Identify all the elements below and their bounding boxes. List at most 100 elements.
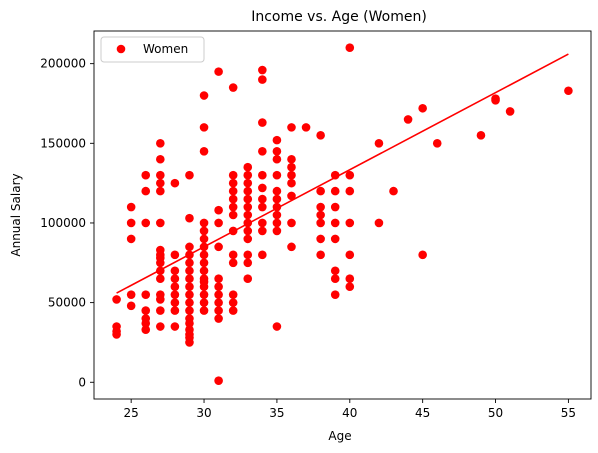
x-tick-label: 30 (196, 406, 211, 420)
data-point (345, 186, 355, 196)
data-point (228, 178, 238, 188)
legend-label: Women (143, 42, 188, 56)
data-point (389, 186, 398, 196)
data-point (228, 290, 238, 299)
data-point (272, 154, 282, 164)
data-point (330, 186, 340, 196)
data-point (287, 242, 296, 252)
data-point (199, 306, 209, 315)
data-point (330, 234, 340, 244)
data-point (126, 234, 136, 244)
data-point (170, 298, 180, 307)
data-point (330, 290, 340, 299)
data-point (214, 282, 223, 291)
y-tick-label: 50000 (48, 296, 86, 310)
data-point (214, 205, 223, 215)
data-point (199, 250, 209, 260)
data-point (185, 290, 194, 299)
data-point (228, 306, 238, 315)
data-point (214, 242, 223, 252)
x-axis: 25 30 35 40 45 50 55 (124, 399, 576, 420)
data-point (258, 202, 267, 212)
data-point (330, 274, 340, 284)
data-point (345, 43, 355, 53)
data-point (214, 376, 223, 385)
data-point (272, 170, 282, 180)
data-point (228, 258, 238, 268)
data-point (330, 202, 340, 212)
data-point (316, 218, 325, 228)
data-point (505, 107, 515, 116)
data-point (316, 234, 325, 244)
data-point (185, 258, 194, 268)
x-tick-label: 55 (561, 406, 576, 420)
x-tick-label: 45 (415, 406, 430, 420)
data-point (287, 123, 296, 132)
data-point (185, 266, 194, 276)
data-point (156, 154, 165, 164)
data-point (214, 290, 223, 299)
data-point (258, 194, 267, 204)
data-point (330, 170, 340, 180)
data-point (170, 178, 180, 188)
data-point (156, 306, 165, 315)
data-point (258, 250, 267, 260)
data-point (170, 322, 180, 331)
data-point (287, 218, 296, 228)
data-point (243, 258, 253, 268)
data-point (199, 91, 209, 100)
y-axis: 0 50000 100000 150000 200000 (40, 57, 94, 389)
data-point (214, 298, 223, 307)
data-point (170, 290, 180, 299)
data-point (258, 170, 267, 180)
data-point (199, 266, 209, 276)
plot-area (112, 43, 573, 385)
legend-marker (116, 44, 126, 54)
data-point (126, 218, 136, 228)
data-point (316, 250, 325, 260)
data-point (214, 306, 223, 315)
legend-box (100, 36, 205, 63)
data-point (170, 306, 180, 315)
data-point (185, 298, 194, 307)
data-point (287, 170, 296, 180)
data-point (199, 258, 209, 268)
data-point (214, 218, 223, 228)
data-point (170, 274, 180, 284)
data-point (272, 218, 282, 228)
y-tick-label: 100000 (40, 216, 86, 230)
data-point (156, 170, 165, 180)
data-point (272, 146, 282, 156)
data-point (316, 186, 325, 196)
data-point (199, 146, 209, 156)
data-point (403, 115, 413, 124)
data-point (199, 218, 209, 228)
data-point (185, 314, 194, 323)
data-point (418, 250, 427, 260)
y-tick-label: 0 (78, 375, 86, 389)
data-point (141, 290, 151, 299)
data-point (287, 162, 296, 172)
data-point (243, 210, 253, 220)
data-point (432, 139, 442, 148)
data-point (214, 67, 223, 76)
data-point (199, 298, 209, 307)
data-point (330, 266, 340, 276)
data-point (345, 218, 355, 228)
data-point (287, 154, 296, 164)
data-point (272, 135, 282, 145)
data-point (243, 170, 253, 180)
data-point (170, 250, 180, 260)
data-point (476, 131, 486, 140)
y-tick-label: 150000 (40, 136, 86, 150)
data-point (228, 170, 238, 180)
data-point (258, 183, 267, 193)
data-point (243, 234, 253, 244)
data-point (185, 306, 194, 315)
data-point (272, 186, 282, 196)
data-point (243, 162, 253, 172)
y-tick-label: 200000 (40, 57, 86, 71)
data-point (243, 274, 253, 284)
